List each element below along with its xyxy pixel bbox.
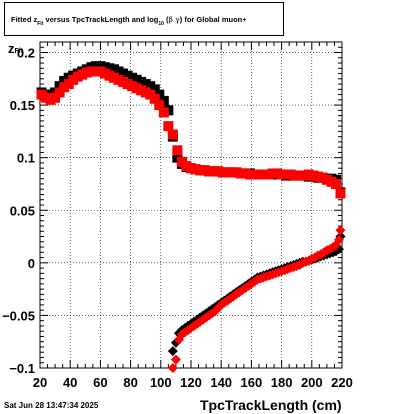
data-point-diamond — [309, 252, 320, 263]
data-point-square — [149, 93, 160, 104]
title-greek: β γ — [168, 15, 180, 24]
data-point-square — [172, 145, 183, 156]
data-point-square — [154, 100, 165, 111]
x-tick-label: 220 — [331, 375, 353, 390]
x-tick-label: 40 — [63, 375, 77, 390]
data-point-diamond — [167, 346, 178, 357]
x-tick-label: 180 — [271, 375, 293, 390]
data-point-square — [167, 129, 178, 140]
y-tick-label: 0 — [28, 256, 35, 271]
x-tick-label: 100 — [150, 375, 172, 390]
y-tick-label: −0.05 — [2, 308, 35, 323]
data-point-diamond — [170, 354, 181, 365]
y-axis-label: zFit — [8, 41, 23, 56]
data-point-diamond — [249, 276, 260, 287]
data-point-square — [158, 107, 169, 118]
y-tick-label: 0.1 — [17, 151, 35, 166]
title-sub-10: 10 — [158, 21, 164, 27]
timestamp-footer: Sat Jun 28 13:47:34 2025 — [4, 401, 99, 410]
y-tick-label: 0.15 — [10, 98, 35, 113]
title-sub-fit: Fit — [37, 21, 44, 27]
y-axis-label-sub: Fit — [14, 48, 24, 55]
x-tick-label: 80 — [123, 375, 137, 390]
title-prefix: Fitted z — [11, 15, 38, 24]
title-box: Fitted zFit versus TpcTrackLength and lo… — [4, 2, 284, 36]
y-tick-label: 0.2 — [17, 46, 35, 61]
title-paren-open: ( — [163, 15, 169, 24]
data-point-square — [54, 87, 65, 98]
title-mid: versus TpcTrackLength and log — [43, 15, 159, 24]
data-point-diamond — [333, 234, 344, 245]
x-tick-label: 20 — [33, 375, 47, 390]
x-tick-label: 200 — [301, 375, 323, 390]
x-axis-label: TpcTrackLength (cm) — [200, 397, 342, 413]
chart-title: Fitted zFit versus TpcTrackLength and lo… — [11, 15, 247, 27]
data-point-diamond — [167, 363, 178, 373]
data-point-square — [335, 188, 346, 199]
title-paren-close: ) for Global muon+ — [179, 15, 247, 24]
y-axis-label-main: z — [8, 41, 15, 56]
x-tick-label: 60 — [93, 375, 107, 390]
y-tick-label: 0.05 — [10, 203, 35, 218]
x-tick-label: 120 — [180, 375, 202, 390]
data-point-square — [149, 84, 160, 95]
y-tick-label: −0.1 — [9, 361, 35, 376]
data-point-diamond — [303, 255, 314, 266]
x-tick-label: 160 — [241, 375, 263, 390]
data-point-diamond — [335, 225, 346, 236]
data-point-square — [330, 178, 341, 189]
data-point-square — [50, 92, 61, 103]
x-tick-label: 140 — [210, 375, 232, 390]
data-point-square — [163, 121, 174, 132]
